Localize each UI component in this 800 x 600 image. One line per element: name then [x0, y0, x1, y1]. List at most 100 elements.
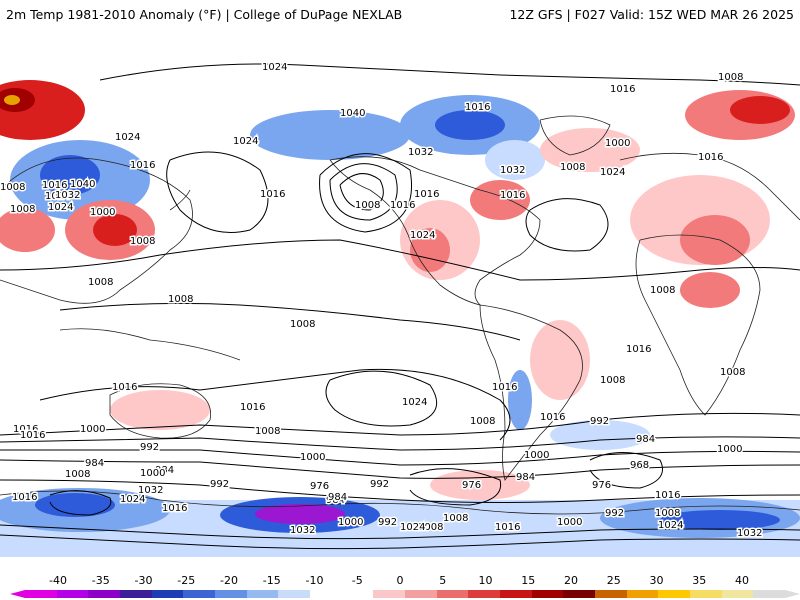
colorbar-segment [120, 590, 152, 598]
isobar-label: 976 [592, 480, 611, 491]
isobar-label: 1016 [390, 200, 415, 211]
colorbar-segment [310, 590, 342, 598]
isobar-pacific-high [166, 151, 269, 233]
map-header: 2m Temp 1981-2010 Anomaly (°F) | College… [0, 0, 800, 30]
colorbar-segment [151, 590, 184, 598]
coast-north-america [329, 156, 541, 306]
colorbar-tick-label: -30 [134, 574, 153, 587]
isobar-label: 1008 [650, 285, 675, 296]
isobar-label: 1024 [233, 136, 258, 147]
isobar-label: 1000 [338, 517, 363, 528]
isobar-label: 984 [155, 465, 174, 476]
isobar-label: 1000 [524, 450, 549, 461]
isobar-label: 992 [210, 479, 229, 490]
isobar-ne-pacific-low-1 [339, 173, 384, 211]
isobar-label: 1016 [260, 189, 285, 200]
coast-greenland [539, 115, 611, 156]
isobar-label: 1024 [402, 397, 427, 408]
isobar-s-1000 [0, 436, 800, 451]
coast-south-america [479, 304, 583, 481]
isobar-label: 1000 [90, 207, 115, 218]
isobar-label: 1008 [718, 72, 743, 83]
isobar-label: 1024 [658, 520, 683, 531]
anomaly-cold-arctic-1 [250, 110, 410, 160]
isobar-label: 1008 [355, 200, 380, 211]
isobar-label: 1000 [300, 452, 325, 463]
isobar-label: 1016 [20, 430, 45, 441]
isobar-label: 992 [590, 416, 609, 427]
map-title: 2m Temp 1981-2010 Anomaly (°F) | College… [6, 7, 403, 22]
isobar-label: 1008 [470, 416, 495, 427]
isobar-label: 1008 [10, 204, 35, 215]
coast-asia [0, 157, 193, 304]
anomaly-warm-china-core [93, 214, 137, 246]
isobar-label: 1024 [400, 522, 425, 533]
anomaly-cold-arctic-3 [435, 110, 505, 140]
colorbar-segment [246, 590, 279, 598]
isobar-label: 1016 [610, 84, 635, 95]
colorbar-tick-label: 0 [396, 574, 404, 587]
colorbar-segment [373, 590, 406, 598]
isobar-s-pacific-1016 [39, 368, 511, 441]
anomaly-warm-ne-core [730, 96, 790, 124]
isobar-label: 1016 [492, 382, 517, 393]
isobar-label: 1008 [418, 522, 443, 533]
isobar-label: 1008 [655, 508, 680, 519]
anomaly-warm-nw-hot [4, 95, 20, 105]
isobar-antarctic-3 [0, 534, 800, 550]
colorbar-tick-label: -35 [91, 574, 110, 587]
isobar-label: 1008 [600, 375, 625, 386]
isobar-label: 984 [85, 458, 104, 469]
anomaly-warm-australia [110, 390, 210, 430]
anomaly-warm-atlantic [540, 128, 640, 172]
isobar-label: 984 [636, 434, 655, 445]
colorbar-tick-label: 40 [735, 574, 749, 587]
colorbar-tick-label: -5 [351, 574, 363, 587]
isobar-label: 1016 [540, 412, 565, 423]
colorbar-tick-label: 30 [649, 574, 664, 587]
colorbar-segment [690, 590, 722, 598]
isobar-label: 976 [462, 480, 481, 491]
colorbar-segment [436, 590, 469, 598]
isobar-label: 984 [328, 492, 347, 503]
colorbar-segment [183, 590, 216, 598]
colorbar-segment [405, 590, 437, 598]
isobar-label: 1008 [443, 513, 468, 524]
colorbar-tick-label: -20 [220, 574, 238, 587]
isobar-label: 1024 [48, 202, 73, 213]
colorbar-segment [88, 590, 121, 598]
isobar-label: 1000 [557, 517, 582, 528]
colorbar-gradient [25, 590, 786, 598]
colorbar-tick-label: -25 [177, 574, 196, 587]
colorbar-tick-label: 25 [606, 574, 621, 587]
isobar-label: 992 [370, 479, 389, 490]
isobar-label: 1024 [120, 494, 145, 505]
isobar-label: 1008 [168, 294, 193, 305]
colorbar-tick-label: 10 [478, 574, 493, 587]
anomaly-warm-west [0, 208, 55, 252]
isobar-label: 1008 [88, 277, 113, 288]
model-run-info: 12Z GFS | F027 Valid: 15Z WED MAR 26 202… [509, 7, 794, 22]
isobar-label: 1000 [605, 138, 630, 149]
isobar-label: 1024 [45, 191, 70, 202]
anomaly-cold-sa [508, 370, 532, 430]
colorbar-segment [658, 590, 691, 598]
colorbar-segment [468, 590, 501, 598]
isobar-s-pacific-high [325, 370, 438, 427]
isobar-label: 984 [326, 495, 345, 506]
colorbar-segment [500, 590, 532, 598]
coast-antarctica [0, 490, 800, 515]
isobar-label: 1040 [70, 179, 95, 190]
colorbar-tick-label: 15 [521, 574, 536, 587]
colorbar-segment [531, 590, 564, 598]
isobar-label: 1032 [55, 190, 80, 201]
isobar-mid-1016 [0, 239, 800, 281]
colorbar-segment [25, 590, 57, 598]
anomaly-cold-antarctica-w-core [35, 493, 115, 517]
isobar-ne-pacific-low-2 [329, 163, 398, 221]
isobar-label: 1016 [130, 160, 155, 171]
coast-africa [635, 234, 761, 416]
isobar-label: 1016 [162, 503, 187, 514]
colorbar-segment [753, 590, 786, 598]
world-map: 1024 1008 1016 1040 1024 1016 1032 1000 1024 1016… [0, 40, 800, 557]
